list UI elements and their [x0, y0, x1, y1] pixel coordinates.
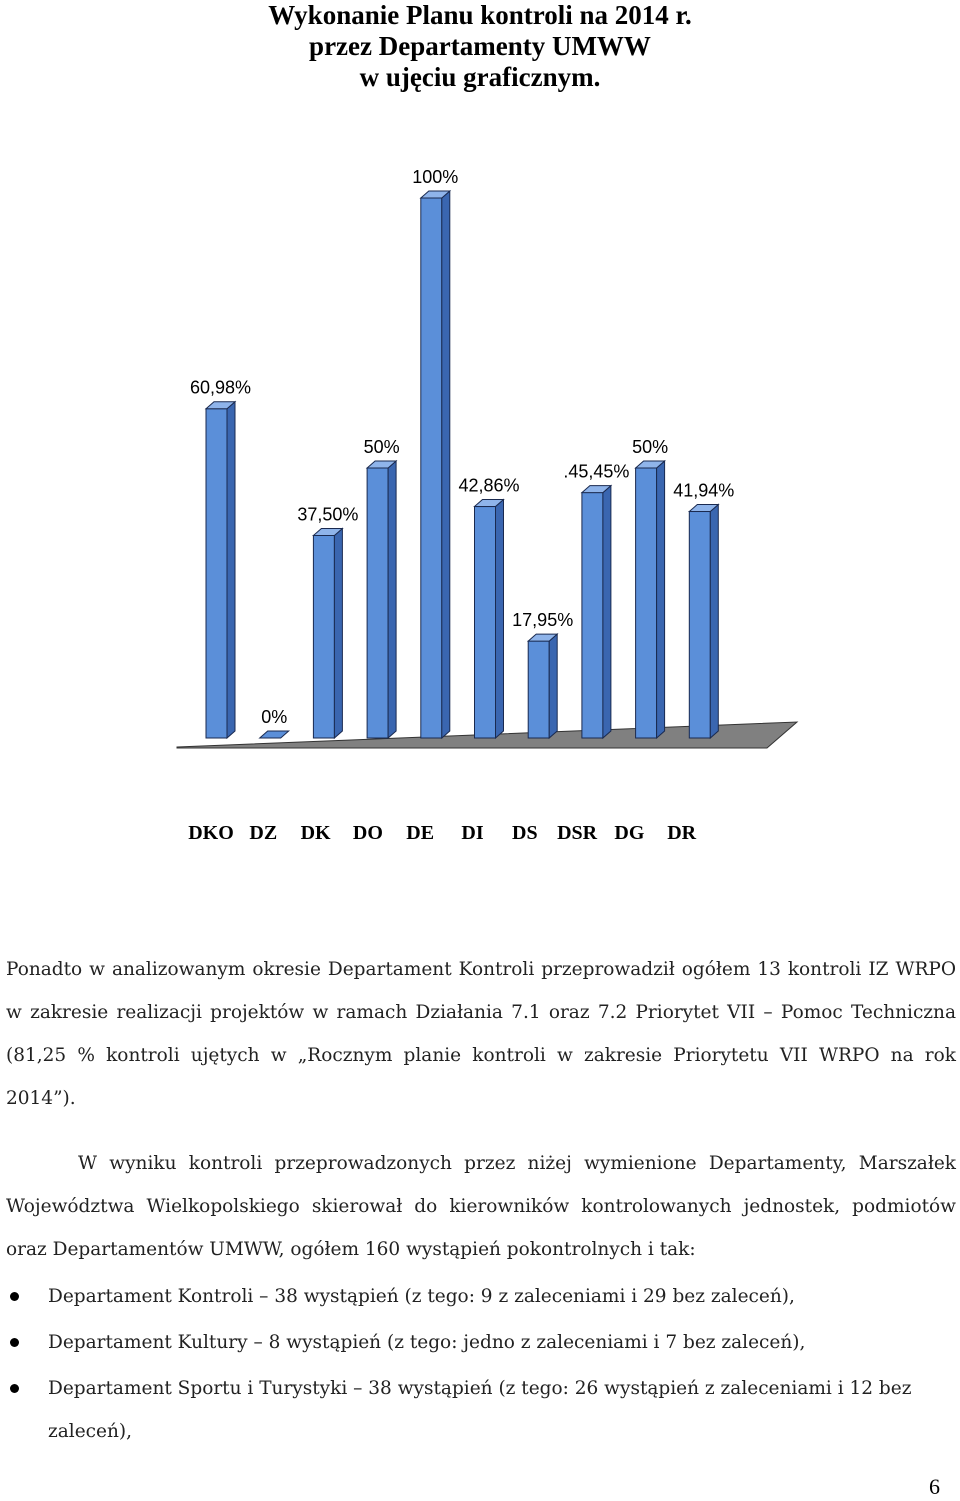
data-label-dg: 50% [632, 437, 668, 457]
list-item: Departament Kultury – 8 wystąpień (z teg… [0, 1321, 956, 1364]
bullet-list: Departament Kontroli – 38 wystąpień (z t… [0, 1275, 960, 1456]
bar-chart: 60,98% 0% 37,50% 50% 100% 42,86% 17,95% .45,45%… [176, 167, 799, 749]
x-axis-labels: DKO DZ DK DO DE DI DS DSR DG DR [0, 822, 960, 852]
list-item: Departament Sportu i Turystyki – 38 wyst… [0, 1367, 956, 1453]
bar-dk [312, 527, 344, 740]
data-label-dsr: .45,45% [563, 462, 629, 482]
bullet-icon [10, 1384, 19, 1393]
list-item: Departament Kontroli – 38 wystąpień (z t… [0, 1275, 956, 1318]
page-title: Wykonanie Planu kontroli na 2014 r. prze… [0, 0, 960, 93]
bar-dz [258, 730, 291, 739]
title-line-3: w ujęciu graficznym. [359, 62, 601, 92]
list-item-text: Departament Kultury – 8 wystąpień (z teg… [48, 1332, 806, 1353]
x-tick-ds: DS [512, 822, 538, 844]
data-label-dz: 0% [261, 707, 287, 727]
bar-dr [687, 503, 720, 740]
chart-bars [204, 189, 720, 740]
data-label-do: 50% [364, 437, 400, 457]
bar-de [419, 189, 452, 740]
bar-dg [634, 459, 666, 740]
data-label-dr: 41,94% [673, 481, 734, 501]
data-label-di: 42,86% [458, 476, 519, 496]
x-tick-de: DE [406, 822, 435, 844]
x-tick-dr: DR [667, 822, 697, 844]
bar-dko [204, 400, 237, 740]
data-label-dk: 37,50% [297, 505, 358, 525]
x-tick-dz: DZ [249, 822, 278, 844]
bar-do [365, 459, 398, 740]
x-tick-dg: DG [614, 822, 645, 844]
title-line-1: Wykonanie Planu kontroli na 2014 r. [268, 0, 692, 30]
x-tick-di: DI [461, 822, 484, 844]
x-tick-dsr: DSR [557, 822, 598, 844]
title-line-2: przez Departamenty UMWW [309, 31, 651, 61]
data-label-de: 100% [412, 167, 458, 187]
bullet-icon [10, 1338, 19, 1347]
x-tick-dk: DK [300, 822, 331, 844]
list-item-text: Departament Sportu i Turystyki – 38 wyst… [48, 1378, 912, 1442]
bar-dsr [580, 484, 613, 740]
page-number: 6 [929, 1474, 940, 1499]
bullet-icon [10, 1292, 19, 1301]
paragraph-2: W wyniku kontroli przeprowadzonych przez… [6, 1153, 956, 1260]
data-label-ds: 17,95% [512, 610, 573, 630]
paragraph-1: Ponadto w analizowanym okresie Departame… [6, 959, 956, 1109]
list-item-text: Departament Kontroli – 38 wystąpień (z t… [48, 1286, 795, 1307]
data-label-dko: 60,98% [190, 378, 251, 398]
x-tick-dko: DKO [188, 822, 234, 844]
chart-data-labels: 60,98% 0% 37,50% 50% 100% 42,86% 17,95% .45,45%… [190, 167, 734, 727]
bar-di [473, 498, 505, 740]
x-tick-do: DO [352, 822, 383, 844]
bar-ds [526, 632, 559, 740]
